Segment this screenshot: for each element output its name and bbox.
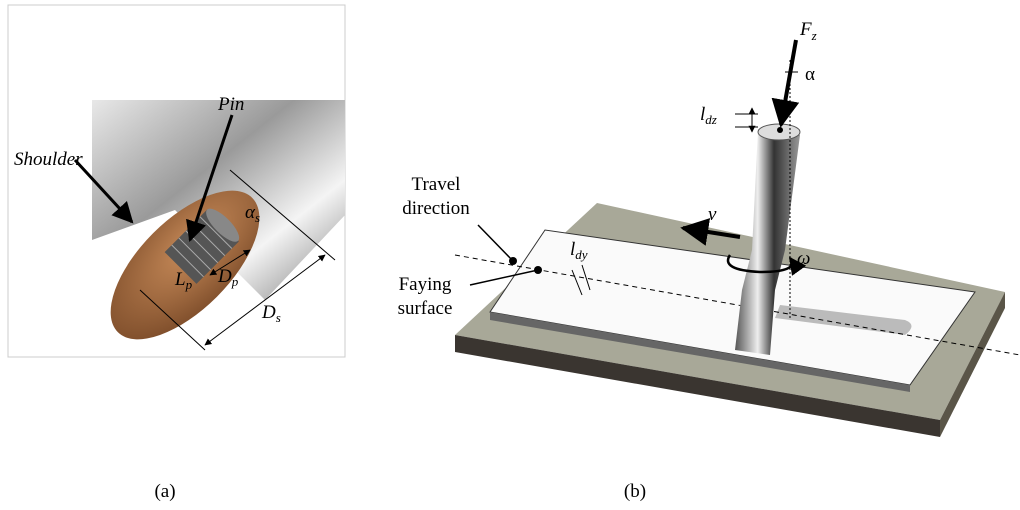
label-main: L bbox=[174, 269, 186, 290]
figure: Shoulder Pin αs Lp Dp Ds (a) Fz α ldz Tr bbox=[0, 0, 1020, 510]
label: ω bbox=[797, 248, 810, 269]
label-main: D bbox=[261, 302, 276, 323]
caption: (b) bbox=[624, 481, 646, 502]
label: Faying surface bbox=[398, 274, 453, 319]
label-sub: dy bbox=[575, 247, 588, 262]
label-sub: s bbox=[276, 310, 281, 325]
label-main: D bbox=[217, 266, 232, 287]
label-sub: p bbox=[231, 274, 239, 289]
label: α bbox=[805, 64, 815, 85]
panel-a: Shoulder Pin αs Lp Dp Ds (a) bbox=[8, 5, 345, 502]
panel-b: Fz α ldz Travel direction Faying surface v… bbox=[398, 19, 1020, 502]
label: ldz bbox=[700, 104, 717, 127]
tool-center bbox=[777, 127, 783, 133]
label-sub: s bbox=[255, 210, 260, 225]
label-sub: z bbox=[811, 28, 817, 43]
leader bbox=[478, 225, 513, 261]
label: Shoulder bbox=[14, 149, 83, 170]
label-line: surface bbox=[398, 298, 453, 319]
label: Travel direction bbox=[402, 174, 470, 219]
caption: (a) bbox=[154, 481, 175, 502]
force-arrow bbox=[781, 40, 796, 125]
label-line: direction bbox=[402, 198, 470, 219]
label: Pin bbox=[217, 94, 244, 115]
label: Fz bbox=[799, 19, 817, 43]
label: v bbox=[708, 204, 717, 225]
label-main: F bbox=[799, 19, 812, 40]
label-line: Travel bbox=[412, 174, 461, 195]
label-sub: p bbox=[185, 277, 193, 292]
label-line: Faying bbox=[399, 274, 452, 295]
label-sub: dz bbox=[705, 112, 717, 127]
